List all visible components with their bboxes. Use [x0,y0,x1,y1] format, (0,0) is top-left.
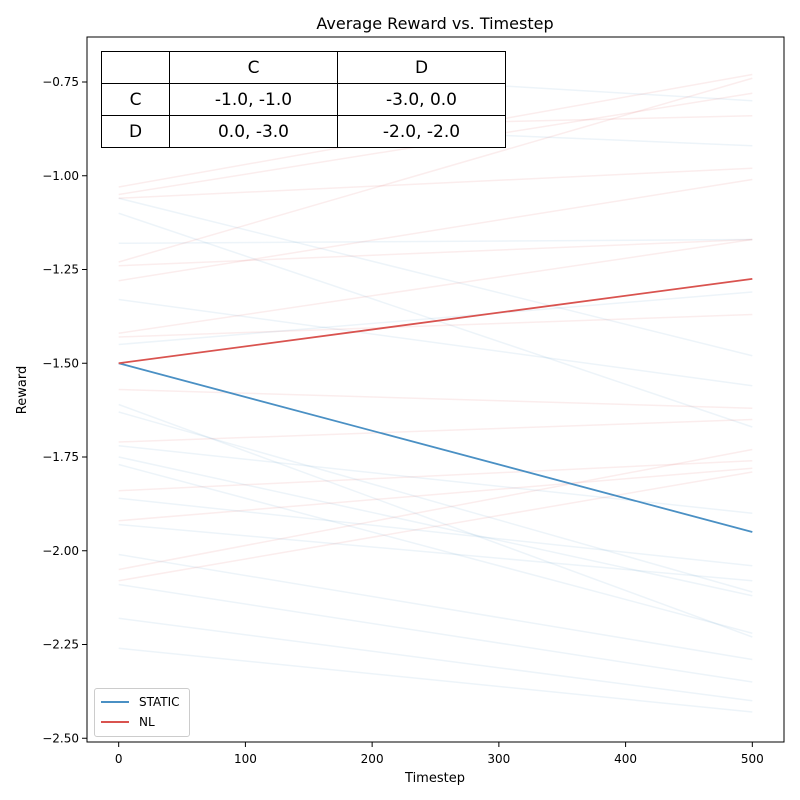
payoff-header-cell: D [337,51,506,84]
y-tick-label: −1.00 [42,169,79,183]
background-run-static [118,445,753,514]
x-tick-label: 300 [487,752,510,766]
payoff-cell: -3.0, 0.0 [337,83,506,116]
payoff-row-label: C [101,83,170,116]
y-tick-label: −2.25 [42,638,79,652]
background-run-static [118,197,753,357]
plot-frame [86,36,785,743]
background-run-static [118,403,753,638]
payoff-cell: 0.0, -3.0 [169,115,338,148]
background-run-nl [118,460,753,492]
legend-item-static: STATIC [101,694,180,710]
payoff-cell: -1.0, -1.0 [169,83,338,116]
background-run-nl [118,167,753,199]
y-axis-label: Reward [15,366,30,414]
background-run-static [118,456,753,597]
y-tick-label: −1.75 [42,450,79,464]
y-axis: −0.75 −1.00 −1.25 −1.50 −1.75 −2.00 −2.25 −2.50 [42,75,87,745]
payoff-header-corner [101,51,170,84]
chart-legend: STATIC NL [94,688,190,737]
background-run-static [118,497,753,567]
payoff-cell: -2.0, -2.0 [337,115,506,148]
x-tick-label: 400 [614,752,637,766]
payoff-header-cell: C [169,51,338,84]
y-tick-label: −2.00 [42,544,79,558]
background-runs [118,62,753,713]
series-line-nl [118,277,753,365]
x-tick-label: 200 [361,752,384,766]
background-run-nl [118,77,753,263]
y-tick-label: −1.25 [42,263,79,277]
background-run-nl [118,471,753,582]
payoff-matrix-table: C D C -1.0, -1.0 -3.0, 0.0 D 0.0, -3.0 -… [101,51,506,148]
background-run-nl [118,467,753,522]
background-run-static [118,291,753,346]
background-run-nl [118,388,753,409]
y-tick-label: −1.50 [42,356,79,370]
background-run-nl [118,238,753,267]
payoff-row-label: D [101,115,170,148]
background-run-nl [118,418,753,443]
background-run-nl [118,313,753,338]
legend-label-nl: NL [139,715,155,729]
background-run-static [118,212,753,428]
background-run-static [118,523,753,582]
background-run-static [118,298,753,387]
x-tick-label: 0 [115,752,123,766]
chart-title: Average Reward vs. Timestep [316,14,553,33]
legend-item-nl: NL [101,714,155,730]
legend-swatch-nl [101,721,129,723]
background-run-static [118,583,753,683]
background-run-nl [118,238,753,334]
background-run-static [118,463,753,634]
series-line-static [118,362,753,533]
payoff-row: D 0.0, -3.0 -2.0, -2.0 [101,115,506,148]
background-run-static [118,617,753,702]
legend-label-static: STATIC [139,695,180,709]
main-series [118,277,753,533]
payoff-header-row: C D [101,51,506,84]
background-run-static [118,553,753,661]
x-axis-label: Timestep [404,771,465,786]
legend-swatch-static [101,701,129,703]
background-run-nl [118,178,753,282]
x-tick-label: 500 [741,752,764,766]
background-run-nl [118,448,753,571]
background-run-static [118,411,753,593]
y-tick-label: −2.50 [42,731,79,745]
payoff-row: C -1.0, -1.0 -3.0, 0.0 [101,83,506,116]
x-tick-label: 100 [234,752,257,766]
x-axis: 0 100 200 300 400 500 [115,742,764,766]
background-run-static [118,647,753,713]
y-tick-label: −0.75 [42,75,79,89]
background-run-static [118,238,753,244]
